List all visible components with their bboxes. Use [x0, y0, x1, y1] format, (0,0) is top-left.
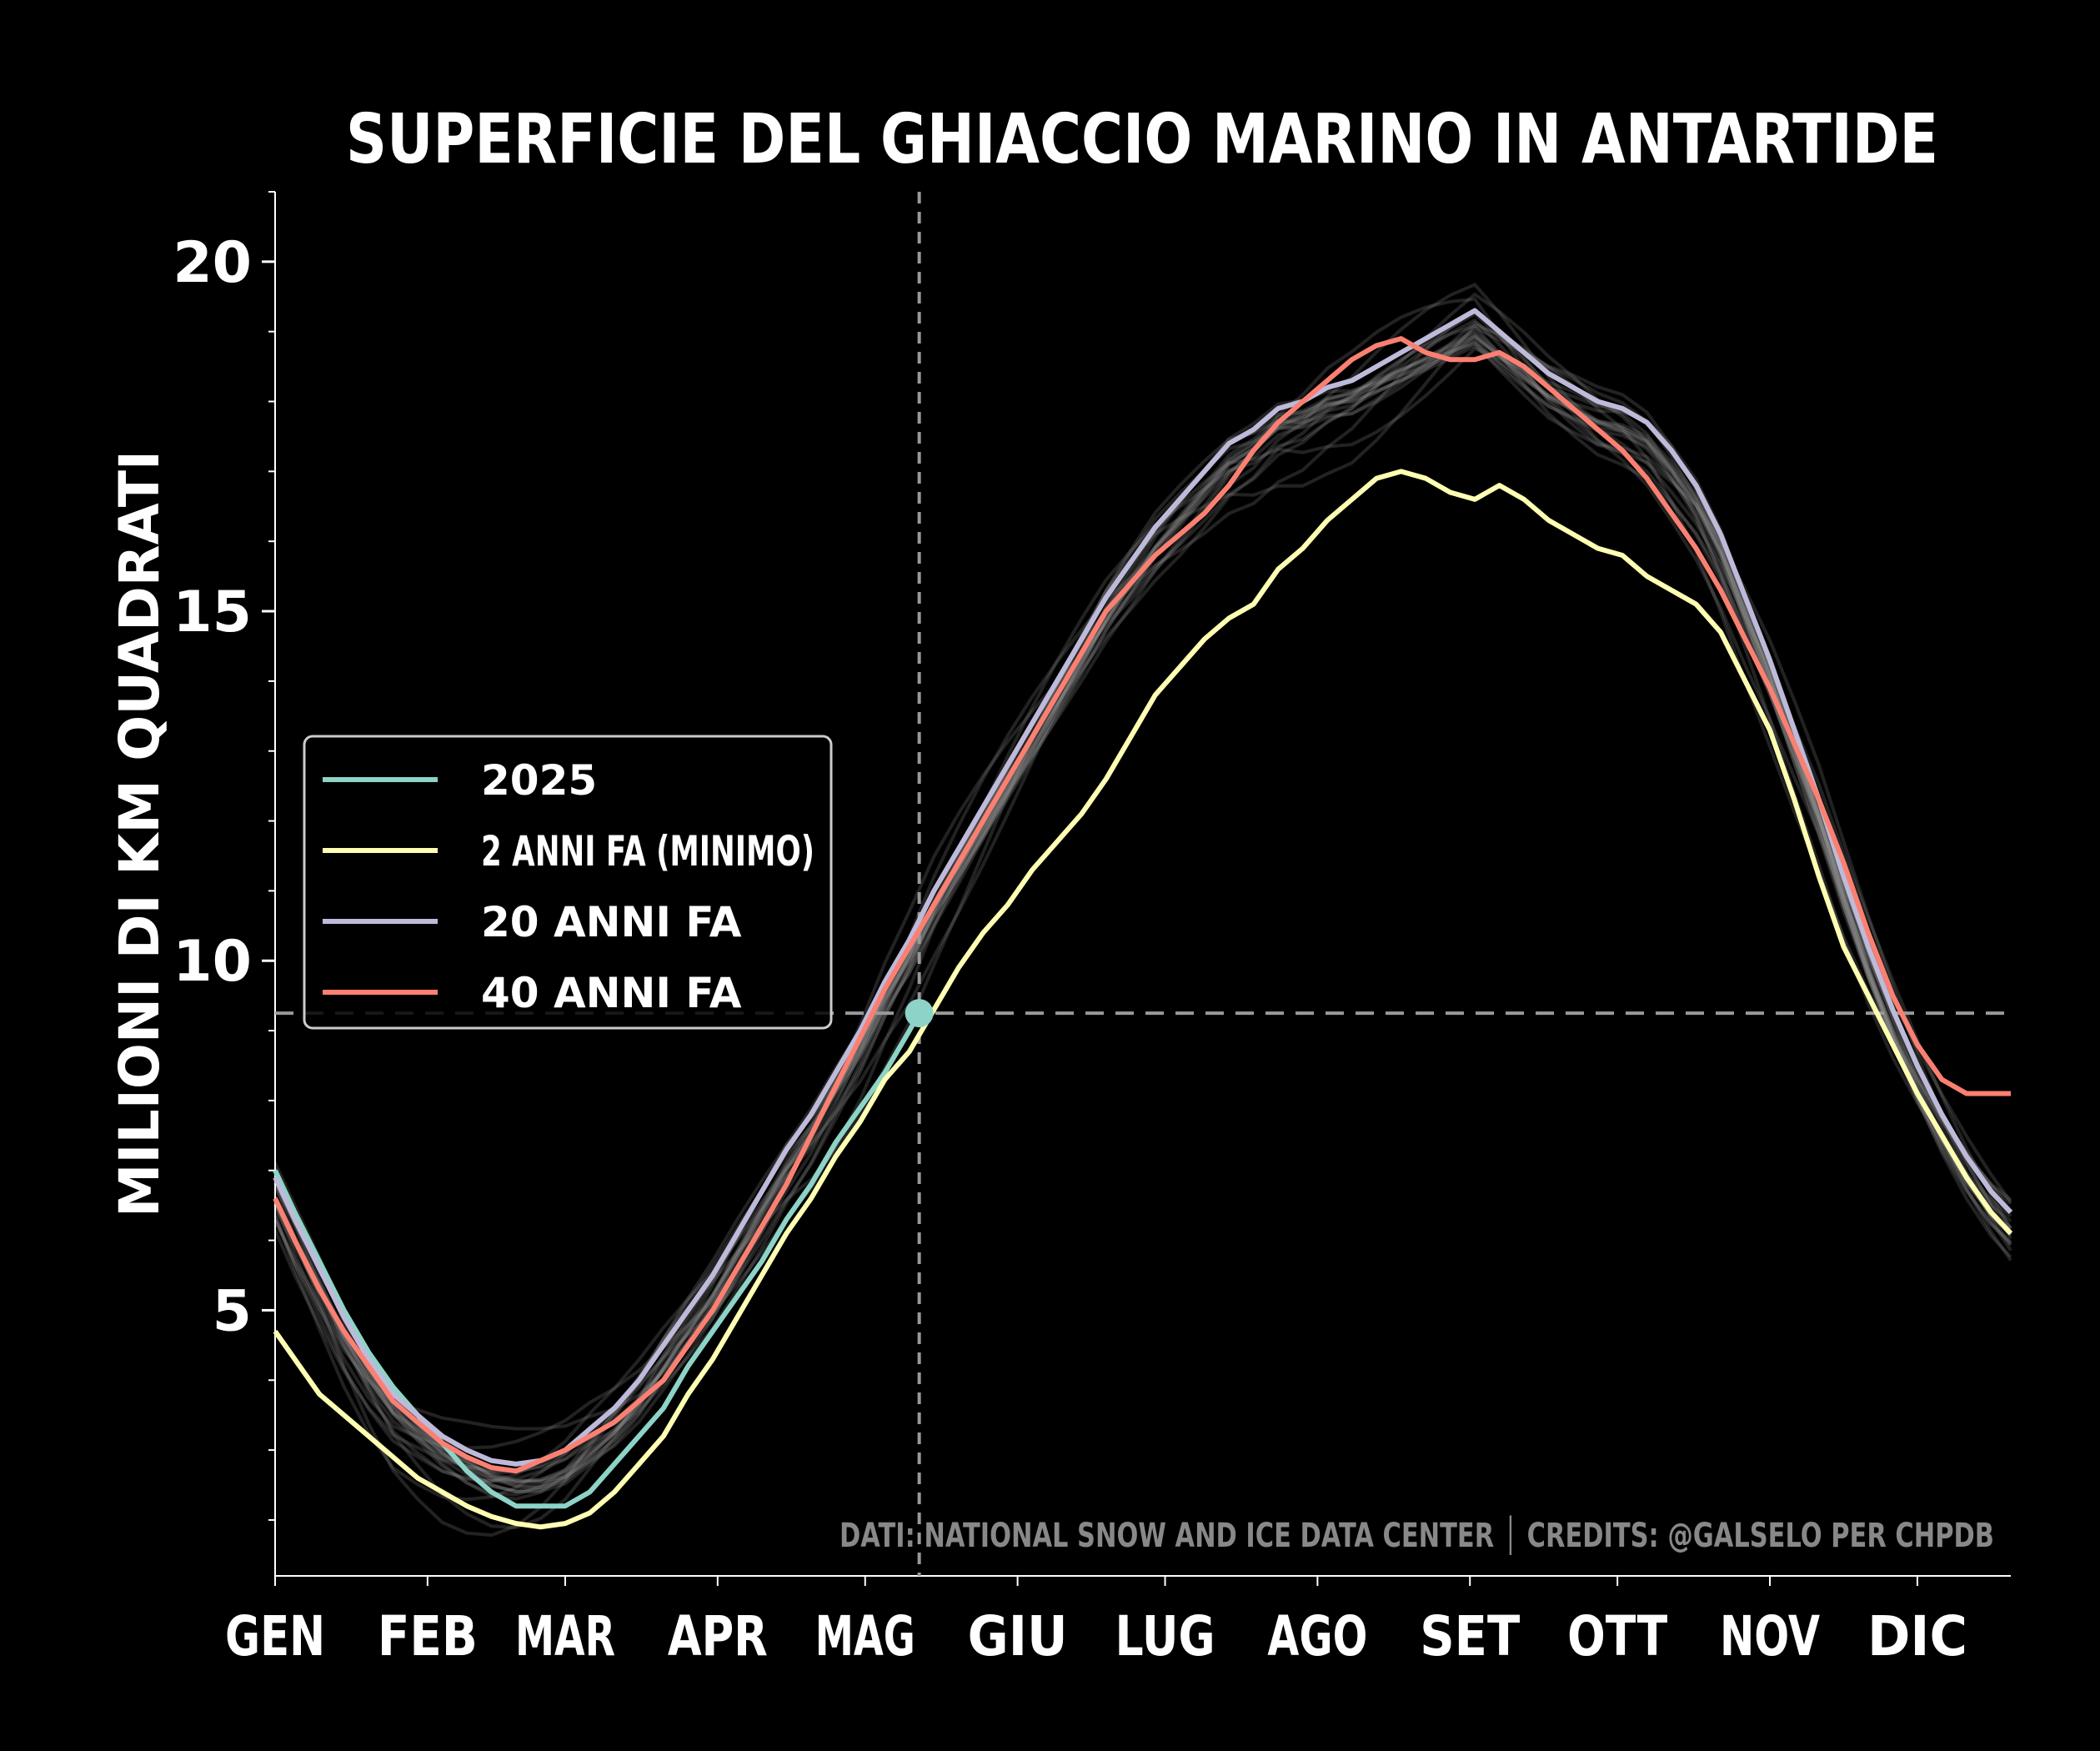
x-tick-label: AGO	[1267, 1604, 1367, 1668]
x-tick-label: LUG	[1115, 1604, 1215, 1668]
historical-year-line	[273, 320, 2012, 1497]
current-value-point	[905, 999, 934, 1028]
legend-label: 20 ANNI FA	[481, 898, 742, 946]
y-axis-label: MILIONI DI KM QUADRATI	[108, 450, 172, 1217]
x-tick-label: MAG	[815, 1604, 915, 1668]
x-tick-label: MAR	[515, 1604, 615, 1668]
historical-year-line	[273, 334, 2012, 1493]
x-tick-label: APR	[668, 1604, 768, 1668]
historical-year-line	[273, 292, 2012, 1483]
legend-label: 40 ANNI FA	[481, 969, 742, 1017]
historical-year-line	[273, 341, 2012, 1483]
series-line	[273, 469, 2013, 1530]
x-tick-label: OTT	[1567, 1604, 1667, 1668]
axes: 5 10 15 20 GEN FEB MAR APR MAG GIU LUG AGO SET OTT NOV…	[173, 191, 2011, 1668]
historical-year-line	[273, 325, 2012, 1501]
legend: 2025 2 ANNI FA (MINIMO) 20 ANNI FA 40 ANNI …	[303, 735, 833, 1030]
historical-year-line	[273, 324, 2012, 1473]
historical-year-line	[273, 318, 2012, 1483]
y-tick-label: 20	[173, 230, 252, 296]
legend-label: 2 ANNI FA (MINIMO)	[481, 827, 814, 876]
x-tick-label: DIC	[1867, 1604, 1967, 1668]
legend-label: 2025	[481, 756, 597, 805]
historical-year-line	[273, 312, 2012, 1475]
historical-year-line	[273, 308, 2012, 1502]
series-line	[273, 336, 2011, 1474]
legend-box	[303, 735, 833, 1030]
y-tick-label: 15	[173, 579, 252, 645]
historical-year-line	[273, 335, 2012, 1494]
x-tick-label: FEB	[378, 1604, 478, 1668]
credits-text: DATI: NATIONAL SNOW AND ICE DATA CENTER …	[839, 1515, 1994, 1555]
highlighted-series	[273, 308, 2013, 1530]
y-tick-label: 10	[173, 929, 252, 995]
x-tick-label: GEN	[225, 1604, 325, 1668]
chart-title: SUPERFICIE DEL GHIACCIO MARINO IN ANTART…	[346, 100, 1938, 179]
x-tick-label: NOV	[1720, 1604, 1820, 1668]
historical-year-line	[273, 339, 2012, 1488]
y-tick-label: 5	[213, 1278, 252, 1344]
x-tick-label: GIU	[968, 1604, 1068, 1668]
x-tick-label: SET	[1420, 1604, 1520, 1668]
series-line	[273, 1011, 922, 1509]
